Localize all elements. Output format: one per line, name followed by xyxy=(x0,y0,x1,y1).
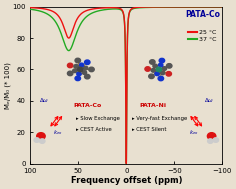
Text: ▸ CEST Active: ▸ CEST Active xyxy=(76,127,112,132)
Circle shape xyxy=(150,60,155,64)
Circle shape xyxy=(77,72,81,76)
Circle shape xyxy=(79,63,84,67)
Circle shape xyxy=(160,71,165,75)
Circle shape xyxy=(166,72,172,76)
Circle shape xyxy=(89,67,94,72)
Circle shape xyxy=(84,60,90,64)
Circle shape xyxy=(156,67,162,72)
Circle shape xyxy=(158,63,163,67)
Legend: 25 °C, 37 °C: 25 °C, 37 °C xyxy=(185,27,219,45)
Text: $\Delta\omega$: $\Delta\omega$ xyxy=(204,96,214,104)
Circle shape xyxy=(73,69,77,73)
Circle shape xyxy=(67,71,73,76)
Circle shape xyxy=(166,64,172,68)
Circle shape xyxy=(34,138,39,142)
Circle shape xyxy=(162,67,167,70)
Circle shape xyxy=(145,67,150,71)
Circle shape xyxy=(208,139,213,143)
Circle shape xyxy=(84,74,90,79)
Circle shape xyxy=(155,72,159,76)
Text: PATA-Co: PATA-Co xyxy=(185,10,220,19)
Circle shape xyxy=(213,138,219,142)
Circle shape xyxy=(67,63,73,68)
Text: $k_{ex}$: $k_{ex}$ xyxy=(190,129,199,137)
Circle shape xyxy=(207,133,216,139)
Circle shape xyxy=(77,67,83,72)
Circle shape xyxy=(74,64,78,68)
Circle shape xyxy=(37,133,45,139)
Text: $\Delta\omega$: $\Delta\omega$ xyxy=(39,96,49,104)
Circle shape xyxy=(151,68,156,72)
Circle shape xyxy=(159,58,165,63)
Circle shape xyxy=(153,64,157,68)
Circle shape xyxy=(82,71,87,74)
Circle shape xyxy=(75,58,80,63)
Circle shape xyxy=(158,76,164,81)
Circle shape xyxy=(75,76,80,81)
Text: ▸ CEST Silent: ▸ CEST Silent xyxy=(132,127,167,132)
X-axis label: Frequency offset (ppm): Frequency offset (ppm) xyxy=(71,176,182,185)
Circle shape xyxy=(83,66,88,70)
Text: ▸ Very-fast Exchange: ▸ Very-fast Exchange xyxy=(132,116,187,121)
Text: PATA-Co: PATA-Co xyxy=(74,103,102,108)
Text: ▸ Slow Exchange: ▸ Slow Exchange xyxy=(76,116,120,121)
Text: $k_{ex}$: $k_{ex}$ xyxy=(53,129,63,137)
Y-axis label: Mₑ/M₀ (* 100): Mₑ/M₀ (* 100) xyxy=(4,62,11,108)
Circle shape xyxy=(39,139,45,143)
Circle shape xyxy=(149,74,154,79)
Text: PATA-Ni: PATA-Ni xyxy=(140,103,167,108)
